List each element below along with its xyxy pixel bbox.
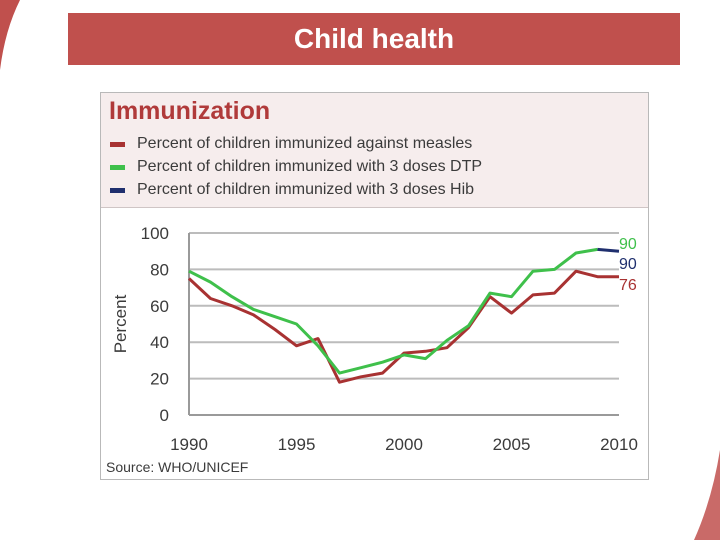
x-tick-label-1995: 1995 [278,435,316,454]
y-tick-label-0: 0 [160,406,169,425]
legend-swatch-measles [110,141,125,147]
legend-item-hib: Percent of children immunized with 3 dos… [110,181,474,199]
y-axis-title: Percent [111,294,130,353]
legend-item-dtp: Percent of children immunized with 3 dos… [110,158,482,176]
y-tick-label-20: 20 [150,370,169,389]
slide-corner-decoration-left [0,0,20,70]
x-tick-label-2010: 2010 [600,435,638,454]
chart-title: Immunization [109,97,271,125]
chart-source: Source: WHO/UNICEF [106,459,249,475]
series-line-0 [187,269,619,384]
x-tick-label-1990: 1990 [170,435,208,454]
series-line-1 [188,247,598,375]
y-tick-label-100: 100 [141,224,169,243]
legend-panel: Immunization Percent of children immuniz… [101,93,648,208]
y-tick-label-40: 40 [150,333,169,352]
slide-title: Child health [293,23,455,54]
legend-label-measles: Percent of children immunized against me… [137,135,473,152]
y-tick-label-80: 80 [150,260,169,279]
series-end-label-1: 90 [619,236,637,253]
series-end-label-2: 90 [619,256,637,273]
x-tick-label-2005: 2005 [493,435,531,454]
x-tick-label-2000: 2000 [385,435,423,454]
legend-label-dtp: Percent of children immunized with 3 dos… [137,158,483,175]
legend-swatch-hib [110,187,125,193]
slide-corner-decoration-right [694,450,720,540]
slide-title-bar: Child health [68,13,680,65]
y-tick-label-60: 60 [150,297,169,316]
legend-label-hib: Percent of children immunized with 3 dos… [137,181,475,198]
series-end-label-0: 76 [619,277,637,294]
legend-item-measles: Percent of children immunized against me… [110,135,472,153]
legend-swatch-dtp [110,164,125,170]
series-line-2 [597,247,620,253]
